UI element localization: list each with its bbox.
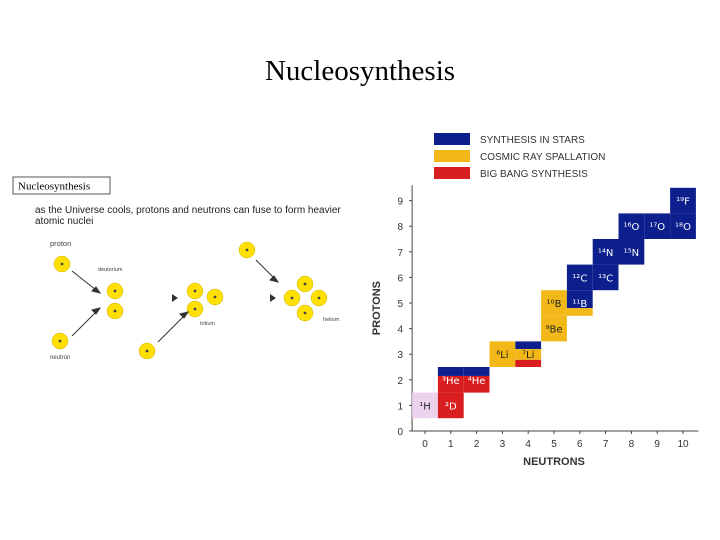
nuclide-label: ⁷Li [522, 350, 534, 361]
nuclide-label: ¹¹B [572, 299, 587, 310]
nuclide-chart: SYNTHESIS IN STARS COSMIC RAY SPALLATION B… [371, 133, 699, 468]
particle [106, 282, 124, 300]
slide-title: Nucleosynthesis [264, 55, 456, 87]
x-tick-label: 10 [677, 439, 689, 450]
particle [296, 275, 314, 293]
particle [51, 332, 69, 350]
legend-label: COSMIC RAY SPALLATION [480, 152, 605, 163]
nuclide-label: ¹⁰B [547, 299, 562, 310]
particle-group [51, 241, 328, 360]
illustration-title: Nucleosynthesis [18, 181, 90, 193]
x-tick-label: 2 [474, 439, 480, 450]
nuclide-label: ⁹Be [545, 325, 562, 336]
nuclide-cell: ¹⁹F [670, 187, 696, 214]
y-tick-label: 3 [398, 350, 404, 361]
nuclide-label: ⁶Li [496, 350, 508, 361]
x-axis-label: NEUTRONS [523, 456, 585, 468]
x-tick-label: 0 [422, 439, 428, 450]
nuclide-cell: ¹²C [566, 264, 593, 291]
x-tick-label: 4 [525, 439, 531, 450]
label-neutron: neutron [50, 355, 70, 361]
chart-axes: 0 1 2 3 4 5 6 7 8 9 10 0 1 2 3 4 5 6 7 8 9 [398, 185, 699, 450]
nuclide-cell: ¹H [412, 392, 438, 419]
legend-label: BIG BANG SYNTHESIS [480, 169, 588, 180]
particle [283, 289, 301, 307]
x-tick-label: 3 [500, 439, 506, 450]
nuclide-label: ¹⁶O [623, 222, 639, 233]
nuclide-label: ¹H [419, 401, 431, 412]
y-tick-label: 8 [398, 222, 404, 233]
x-tick-label: 5 [551, 439, 557, 450]
y-tick-label: 0 [398, 427, 404, 438]
illustration-caption-line1: as the Universe cools, protons and neutr… [35, 205, 341, 216]
nuclide-cell: ²D [437, 392, 464, 419]
nuclide-cell: ³He [437, 367, 464, 393]
nuclide-cell: ¹⁶O [618, 213, 645, 239]
nuclide-label: ¹⁴N [598, 248, 614, 259]
x-tick-label: 6 [577, 439, 583, 450]
label-tritium: tritium [200, 321, 215, 327]
nuclide-cell: ⁴He [463, 367, 490, 393]
nuclide-cell: ¹⁴N [592, 239, 619, 265]
nuclide-label: ¹⁷O [649, 222, 665, 233]
fusion-arrowhead [270, 294, 276, 302]
particle [186, 282, 204, 300]
nuclide-cell: ¹¹B [566, 290, 593, 316]
nucleosynthesis-illustration: Nucleosynthesis as the Universe cools, p… [12, 176, 341, 361]
legend-swatch [434, 150, 470, 162]
x-tick-label: 8 [629, 439, 635, 450]
nuclide-cell: ⁹Be [541, 315, 567, 342]
particle [138, 342, 156, 360]
nuclide-cell: ¹⁷O [644, 213, 671, 239]
nuclide-label: ¹⁹F [676, 197, 690, 208]
y-tick-label: 9 [398, 197, 404, 208]
nuclide-label: ⁴He [468, 376, 486, 387]
nuclide-label: ²D [445, 401, 457, 412]
fusion-arrows [71, 259, 280, 343]
legend-swatch [434, 167, 470, 179]
x-tick-label: 7 [603, 439, 609, 450]
illustration-title-box [12, 176, 111, 195]
particle [206, 288, 224, 306]
nuclide-label: ¹³C [598, 273, 613, 284]
nuclide-cell: ⁷Li [515, 341, 542, 367]
y-tick-label: 5 [398, 299, 404, 310]
nuclide-cell: ⁶Li [489, 341, 516, 367]
y-tick-label: 4 [398, 325, 404, 336]
x-tick-label: 9 [654, 439, 660, 450]
nuclide-cell: ¹⁸O [670, 213, 696, 239]
y-tick-label: 1 [398, 401, 404, 412]
nuclide-label: ³He [442, 376, 460, 387]
nuclide-cell: ¹⁵N [618, 239, 645, 265]
nuclide-label: ¹²C [572, 273, 587, 284]
particle [106, 302, 124, 320]
particle [296, 304, 314, 322]
nuclide-cells: ¹H ²D ³He ⁴He ⁶Li ⁷Li ⁹Be ¹⁰B ¹¹B ¹²C ¹³C ¹⁴N ¹⁵N ¹⁶O… [412, 187, 696, 419]
particle [53, 255, 71, 273]
y-tick-label: 7 [398, 248, 404, 259]
label-proton: proton [50, 239, 71, 248]
x-tick-label: 1 [448, 439, 454, 450]
chart-legend: SYNTHESIS IN STARS COSMIC RAY SPALLATION B… [434, 133, 605, 180]
illustration-caption-line2: atomic nuclei [35, 216, 93, 227]
label-deuterium: deuterium [98, 267, 123, 273]
nuclide-label: ¹⁸O [675, 222, 691, 233]
legend-label: SYNTHESIS IN STARS [480, 135, 585, 146]
nuclide-cell: ¹⁰B [541, 290, 567, 316]
particle [310, 289, 328, 307]
nuclide-cell: ¹³C [592, 264, 619, 291]
particle [238, 241, 256, 259]
y-axis-label: PROTONS [371, 281, 383, 335]
particle [186, 300, 204, 318]
label-helium: helium [323, 317, 340, 323]
y-tick-label: 2 [398, 376, 404, 387]
y-tick-label: 6 [398, 273, 404, 284]
legend-swatch [434, 133, 470, 145]
fusion-arrowhead [172, 294, 178, 302]
nuclide-label: ¹⁵N [624, 248, 640, 259]
